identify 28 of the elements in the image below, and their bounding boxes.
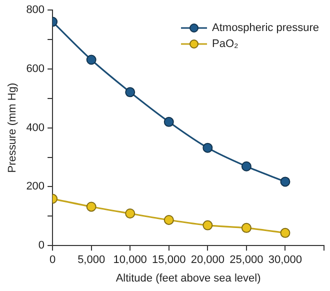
y-tick-label: 400 — [26, 122, 45, 134]
point — [202, 142, 213, 153]
x-tick-label: 10,000 — [113, 254, 147, 266]
x-tick-label: 30,000 — [268, 254, 302, 266]
point — [241, 222, 252, 233]
point — [125, 87, 136, 98]
x-tick-label: 0 — [49, 254, 56, 266]
y-tick-label: 200 — [26, 180, 45, 193]
point — [280, 176, 290, 187]
point — [164, 214, 174, 225]
point — [86, 202, 96, 212]
x-axis-title: Altitude (feet above sea level) — [116, 272, 261, 284]
legend-label: Atmospheric pressure — [212, 22, 320, 34]
x-tick-label: 5,000 — [78, 254, 106, 266]
point — [125, 208, 136, 218]
point — [241, 161, 252, 172]
y-tick-label: 0 — [38, 240, 45, 252]
point — [280, 228, 290, 238]
x-tick-label: 20,000 — [190, 254, 224, 266]
point — [164, 116, 174, 127]
point — [202, 220, 213, 230]
x-tick-label: 25,000 — [230, 254, 264, 266]
y-tick-label: 600 — [26, 62, 45, 75]
legend-label: PaO₂ — [212, 38, 238, 50]
x-tick-label: 15,000 — [152, 254, 186, 266]
y-tick-label: 800 — [26, 4, 45, 16]
y-axis-title: Pressure (mm Hg) — [6, 82, 19, 173]
point — [86, 54, 96, 65]
